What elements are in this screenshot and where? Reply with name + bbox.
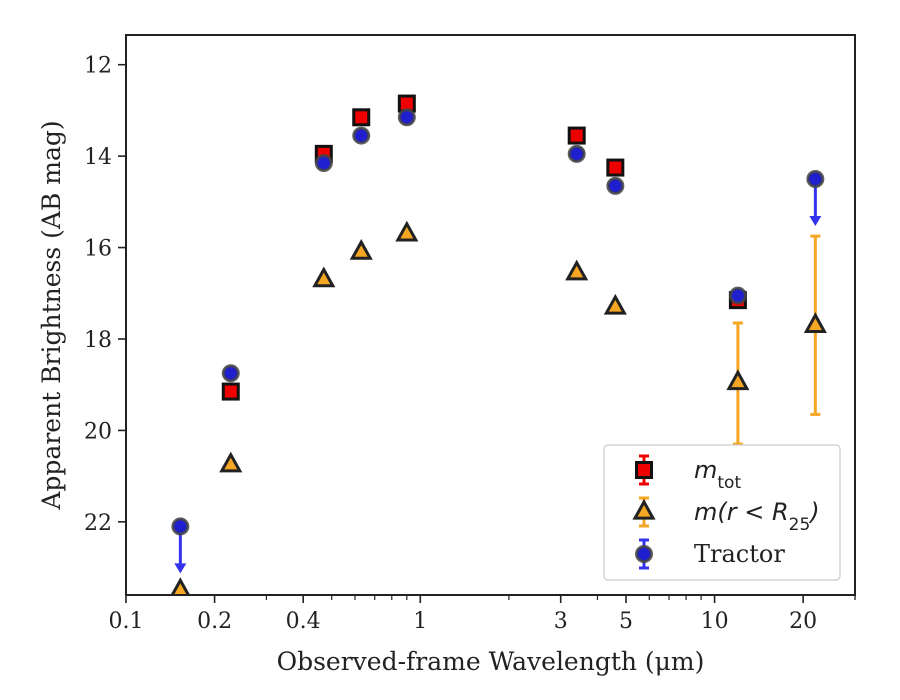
y-tick-label: 18	[84, 328, 112, 353]
legend-marker-m_tot	[635, 461, 653, 479]
legend-label-m_tot: mtot	[694, 456, 741, 493]
x-tick-label: 5	[619, 609, 633, 634]
legend-label-tail: )	[808, 498, 819, 526]
series-m_r25	[170, 220, 827, 595]
legend-label-sub: tot	[717, 473, 741, 493]
plot-marks	[170, 94, 827, 595]
legend-label-tractor: Tractor	[694, 540, 785, 568]
point-m_tot-2	[352, 108, 371, 127]
legend-label-m_r25: m(r < R25)	[694, 498, 820, 535]
legend-label-sub: 25	[789, 515, 811, 535]
point-m_tot-0	[221, 382, 240, 401]
x-axis-label: Observed-frame Wavelength (μm)	[277, 647, 705, 676]
legend-label-main: m	[694, 456, 717, 484]
legend-marker-tractor	[635, 545, 653, 563]
x-tick-label: 0.1	[109, 609, 144, 634]
legend: mtot m(r < R25) Tractor	[603, 444, 841, 581]
x-axis-ticks: 0.1 0.2 0.4 1 3 5 10 20	[109, 595, 856, 634]
upper-limit-arrowhead-tractor	[809, 216, 822, 226]
legend-label-main: Tractor	[694, 540, 785, 568]
point-tractor-4	[397, 108, 416, 127]
upper-limit-arrowhead-tractor	[174, 563, 187, 574]
point-tractor-6	[606, 176, 625, 195]
point-m_r25-2	[312, 266, 336, 288]
legend-marker-m_r25	[632, 498, 656, 520]
x-tick-label: 0.2	[197, 609, 232, 634]
point-m_r25-8	[803, 312, 827, 333]
plot-frame	[125, 34, 856, 596]
x-tick-label: 20	[789, 609, 817, 634]
plot-clip-group	[170, 94, 827, 595]
legend-label-main: m(r < R	[694, 498, 789, 526]
point-tractor-1	[221, 364, 240, 383]
point-tractor-2	[314, 154, 333, 172]
point-m_r25-3	[349, 239, 373, 260]
point-m_r25-7	[726, 369, 750, 391]
y-axis-label: Apparent Brightness (AB mag)	[37, 120, 66, 510]
point-tractor-8	[806, 170, 825, 188]
point-m_r25-6	[603, 293, 627, 315]
y-tick-label: 16	[84, 237, 112, 262]
y-tick-label: 14	[84, 145, 112, 170]
y-axis-ticks: 12 14 16 18 20 22	[84, 54, 126, 536]
point-tractor-0	[171, 517, 190, 536]
legend-box	[603, 444, 841, 581]
point-m_r25-5	[565, 259, 589, 281]
y-tick-label: 12	[84, 54, 112, 79]
y-tick-label: 20	[84, 419, 112, 444]
x-tick-label: 3	[554, 609, 568, 634]
series-tractor	[171, 108, 825, 574]
point-m_r25-1	[219, 451, 243, 473]
point-tractor-7	[728, 286, 747, 305]
x-tick-label: 10	[701, 609, 729, 634]
x-tick-label: 0.4	[286, 609, 321, 634]
point-m_r25-0	[170, 577, 191, 595]
point-m_r25-4	[395, 220, 419, 242]
y-tick-label: 22	[84, 511, 112, 536]
point-tractor-3	[352, 126, 371, 145]
x-tick-label: 1	[413, 609, 427, 634]
point-tractor-5	[567, 144, 586, 163]
point-m_tot-5	[606, 158, 625, 177]
point-m_tot-4	[567, 126, 586, 145]
